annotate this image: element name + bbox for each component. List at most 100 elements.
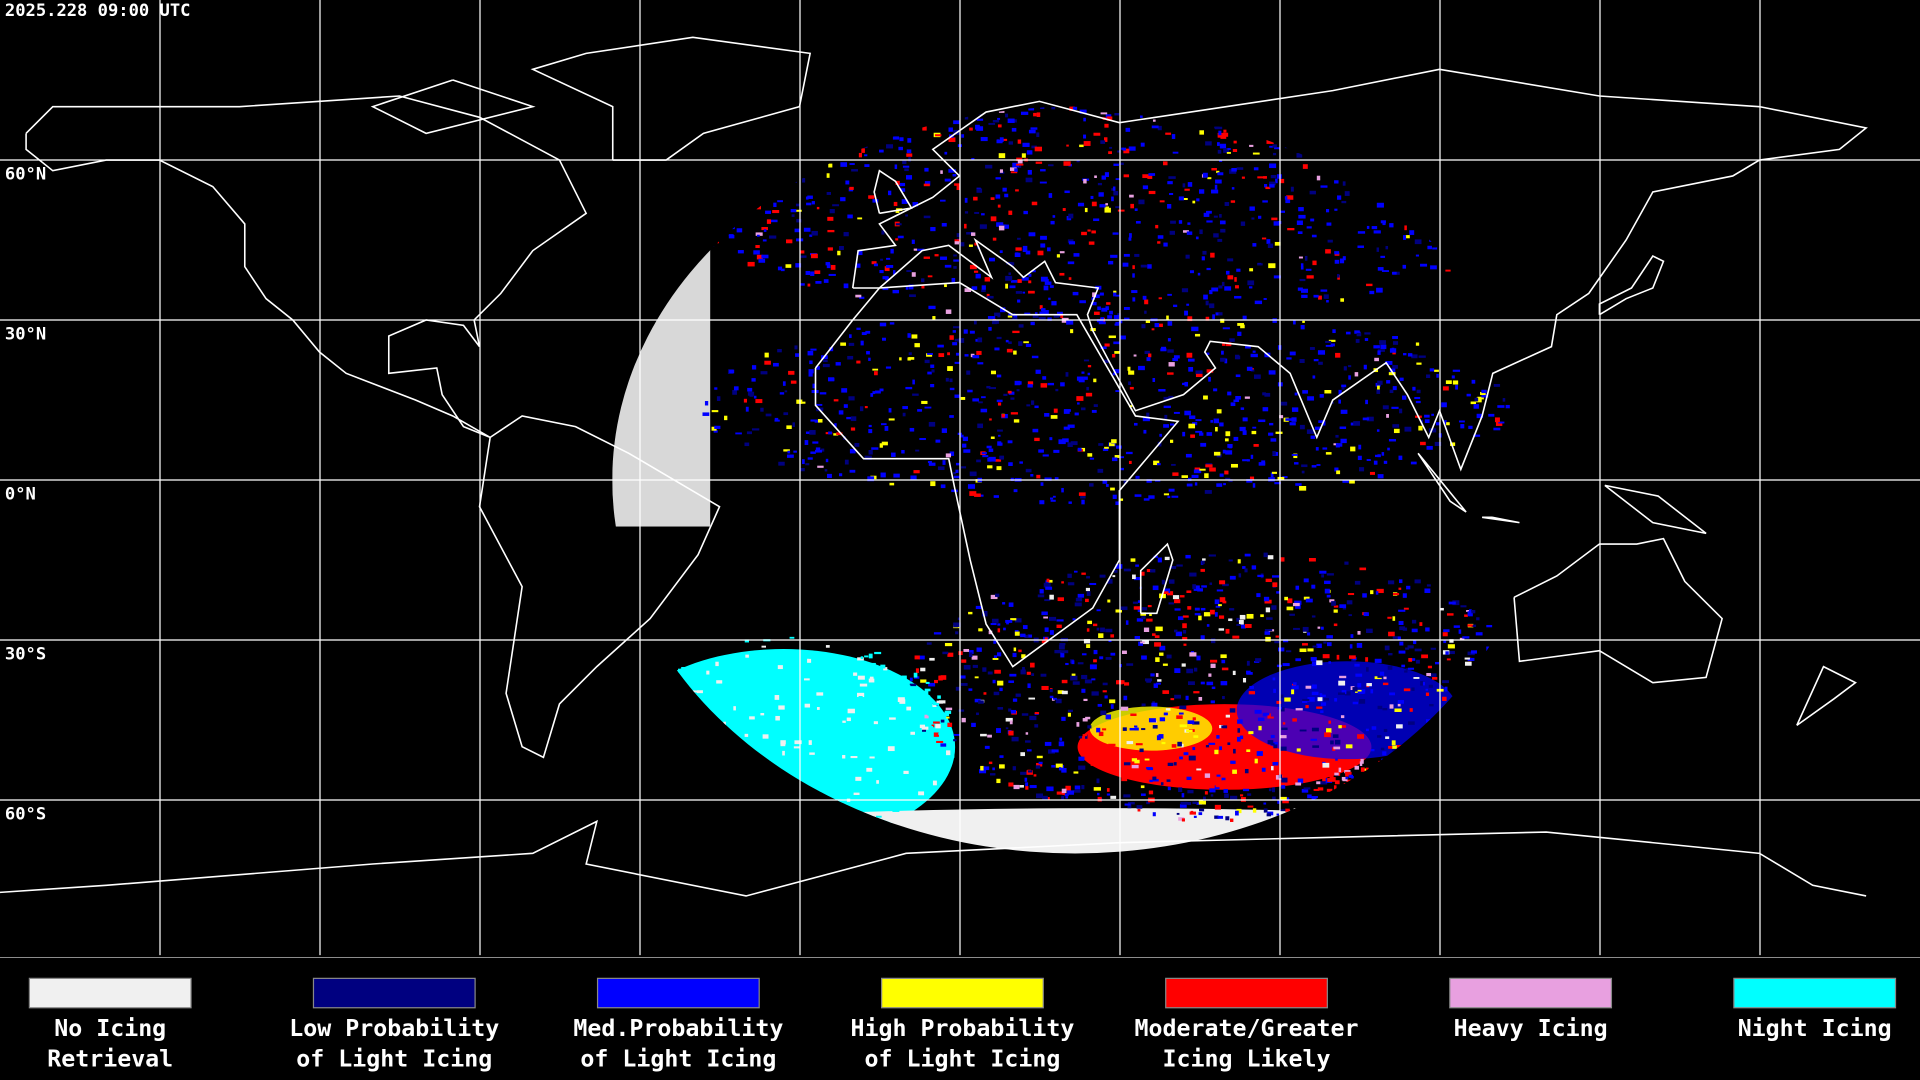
icing-pixel: [816, 692, 824, 696]
icing-pixel: [825, 262, 830, 266]
icing-pixel: [870, 393, 874, 397]
icing-pixel: [1028, 273, 1032, 277]
icing-pixel: [1207, 177, 1212, 180]
icing-pixel: [949, 378, 953, 383]
icing-pixel: [1402, 264, 1407, 269]
icing-pixel: [1302, 626, 1309, 632]
icing-pixel: [1330, 740, 1334, 745]
icing-pixel: [1086, 591, 1091, 596]
icing-pixel: [1163, 161, 1168, 166]
icing-pixel: [1387, 665, 1393, 670]
icing-pixel: [1124, 317, 1130, 320]
icing-pixel: [758, 258, 766, 263]
icing-pixel: [1187, 802, 1192, 806]
icing-pixel: [733, 386, 739, 391]
icing-pixel: [1402, 627, 1408, 631]
icing-pixel: [1356, 332, 1362, 337]
icing-pixel: [871, 447, 879, 450]
icing-pixel: [1223, 789, 1228, 793]
icing-pixel: [906, 153, 913, 157]
icing-pixel: [1068, 241, 1076, 245]
icing-pixel: [992, 767, 995, 771]
coastline: [1604, 484, 1707, 535]
icing-pixel: [1394, 708, 1402, 712]
icing-pixel: [1104, 343, 1110, 347]
icing-pixel: [831, 685, 837, 689]
icing-pixel: [1262, 407, 1269, 412]
icing-pixel: [997, 402, 1002, 406]
icing-pixel: [1109, 699, 1116, 704]
icing-pixel: [1271, 217, 1278, 221]
icing-pixel: [1143, 429, 1147, 434]
icing-pixel: [1267, 740, 1274, 745]
icing-pixel: [1067, 261, 1075, 265]
icing-pixel: [1412, 386, 1416, 391]
icing-pixel: [1218, 615, 1225, 619]
icing-pixel: [1285, 650, 1292, 653]
icing-pixel: [883, 667, 888, 671]
icing-pixel: [1143, 498, 1150, 501]
icing-pixel: [944, 284, 947, 288]
icing-pixel: [929, 657, 935, 661]
icing-pixel: [1100, 112, 1108, 115]
icing-pixel: [1209, 303, 1215, 309]
icing-pixel: [745, 406, 749, 412]
icing-pixel: [1167, 293, 1172, 296]
icing-pixel: [870, 662, 876, 667]
icing-pixel: [1407, 645, 1414, 649]
icing-pixel: [1192, 584, 1196, 589]
icing-pixel: [1446, 658, 1451, 661]
icing-pixel: [1432, 247, 1438, 250]
icing-pixel: [1430, 265, 1437, 270]
icing-pixel: [923, 215, 931, 219]
icing-pixel: [944, 723, 947, 727]
icing-pixel: [1128, 370, 1135, 375]
icing-pixel: [1272, 152, 1277, 156]
icing-pixel: [1277, 800, 1281, 804]
icing-pixel: [1005, 113, 1009, 118]
icing-pixel: [953, 120, 960, 125]
icing-pixel: [951, 489, 958, 493]
icing-pixel: [1476, 397, 1482, 403]
icing-pixel: [1325, 340, 1332, 343]
icing-pixel: [1167, 762, 1174, 767]
icing-pixel: [947, 652, 954, 657]
icing-pixel: [1389, 348, 1397, 353]
icing-pixel: [1429, 673, 1437, 678]
icing-pixel: [1283, 639, 1289, 643]
icing-pixel: [1467, 624, 1473, 627]
icing-pixel: [1093, 404, 1098, 407]
icing-pixel: [999, 755, 1004, 758]
icing-pixel: [1195, 236, 1199, 240]
icing-pixel: [904, 685, 911, 690]
icing-pixel: [1064, 190, 1070, 194]
icing-pixel: [1179, 595, 1185, 598]
icing-pixel: [909, 427, 915, 432]
icing-pixel: [1217, 142, 1220, 146]
icing-pixel: [928, 421, 936, 427]
icing-pixel: [1137, 600, 1142, 603]
icing-pixel: [1399, 408, 1403, 414]
icing-pixel: [1445, 380, 1452, 384]
icing-pixel: [1335, 434, 1339, 438]
icing-pixel: [1310, 738, 1318, 741]
icing-pixel: [1409, 230, 1415, 235]
icing-pixel: [1254, 300, 1263, 305]
icing-pixel: [981, 213, 985, 216]
icing-pixel: [1333, 746, 1341, 750]
icing-pixel: [1152, 585, 1159, 591]
icing-pixel: [1365, 728, 1369, 732]
icing-pixel: [1215, 426, 1218, 432]
icing-pixel: [1452, 369, 1461, 372]
icing-pixel: [1344, 770, 1351, 774]
icing-pixel: [753, 250, 760, 255]
icing-pixel: [846, 763, 851, 767]
icing-pixel: [1192, 801, 1198, 804]
icing-pixel: [964, 211, 969, 214]
icing-pixel: [1041, 611, 1048, 616]
icing-pixel: [982, 667, 987, 672]
icing-pixel: [990, 436, 995, 439]
icing-pixel: [1398, 620, 1404, 625]
icing-pixel: [1163, 424, 1169, 428]
icing-pixel: [1345, 744, 1353, 749]
